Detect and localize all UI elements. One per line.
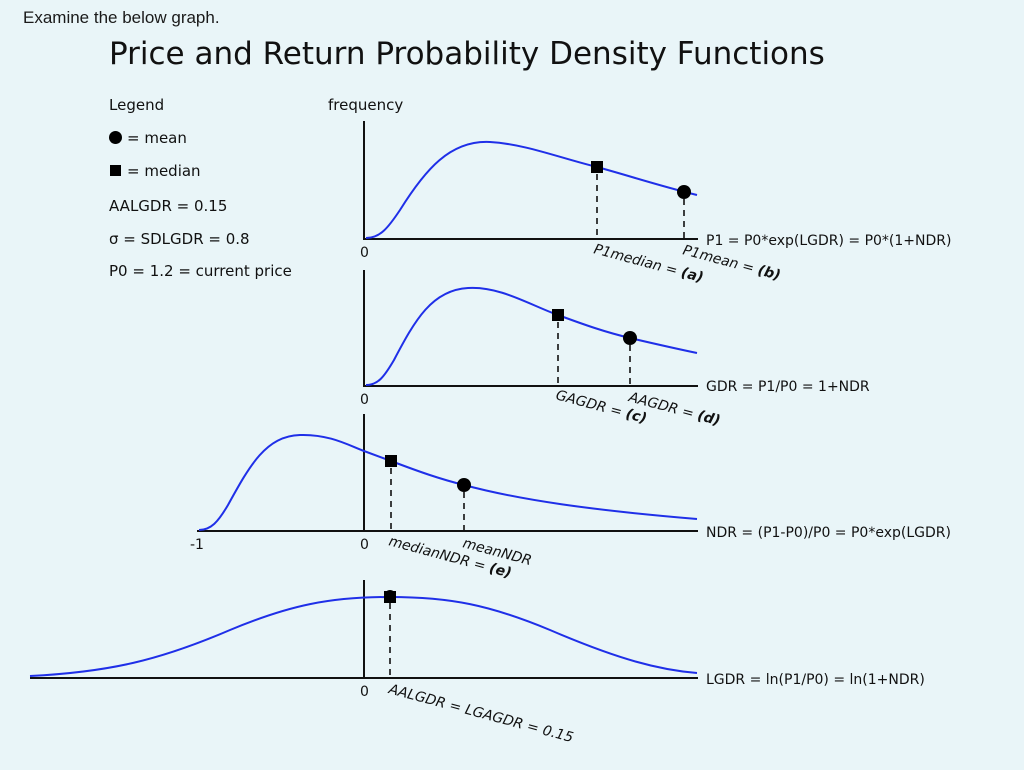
neg-one-tick: -1	[190, 537, 204, 553]
zero-tick: 0	[360, 245, 369, 261]
legend-p0: P0 = 1.2 = current price	[109, 262, 292, 280]
legend-mean: = mean	[109, 129, 187, 147]
chart-title: Price and Return Probability Density Fun…	[109, 36, 825, 72]
median-marker-icon	[591, 161, 603, 173]
zero-tick: 0	[360, 684, 369, 700]
panel-gdr: 0 GDR = P1/P0 = 1+NDR GAGDR = (c) AAGDR …	[360, 270, 870, 429]
legend-median-text: = median	[127, 162, 201, 180]
axis-equation: P1 = P0*exp(LGDR) = P0*(1+NDR)	[706, 233, 951, 249]
axis-equation: NDR = (P1-P0)/P0 = P0*exp(LGDR)	[706, 525, 951, 541]
panel-lgdr: 0 LGDR = ln(P1/P0) = ln(1+NDR) AALGDR = …	[29, 580, 925, 746]
circle-marker-icon	[109, 131, 122, 144]
density-curve	[365, 286, 698, 386]
mean-marker-icon	[623, 331, 637, 345]
median-marker-icon	[385, 455, 397, 467]
legend-mean-text: = mean	[127, 129, 187, 147]
mean-marker-icon	[384, 590, 396, 602]
zero-tick: 0	[360, 392, 369, 408]
square-marker-icon	[110, 165, 121, 176]
panel-ndr: -1 0 NDR = (P1-P0)/P0 = P0*exp(LGDR) med…	[190, 414, 951, 582]
density-curve	[365, 140, 698, 239]
panel-p1: 0 P1 = P0*exp(LGDR) = P0*(1+NDR) P1media…	[360, 121, 951, 286]
y-axis-label: frequency	[328, 96, 404, 114]
legend-median: = median	[109, 162, 201, 180]
legend-sigma: σ = SDLGDR = 0.8	[109, 230, 250, 248]
mean-marker-icon	[677, 185, 691, 199]
legend-aalgdr: AALGDR = 0.15	[109, 197, 228, 215]
density-curve	[198, 433, 698, 531]
axis-equation: LGDR = ln(P1/P0) = ln(1+NDR)	[706, 672, 925, 688]
axis-equation: GDR = P1/P0 = 1+NDR	[706, 379, 870, 395]
legend-heading: Legend	[109, 96, 165, 114]
median-marker-icon	[552, 309, 564, 321]
zero-tick: 0	[360, 537, 369, 553]
center-label: AALGDR = LGAGDR = 0.15	[386, 681, 575, 746]
prompt-text: Examine the below graph.	[23, 8, 220, 27]
mean-marker-icon	[457, 478, 471, 492]
